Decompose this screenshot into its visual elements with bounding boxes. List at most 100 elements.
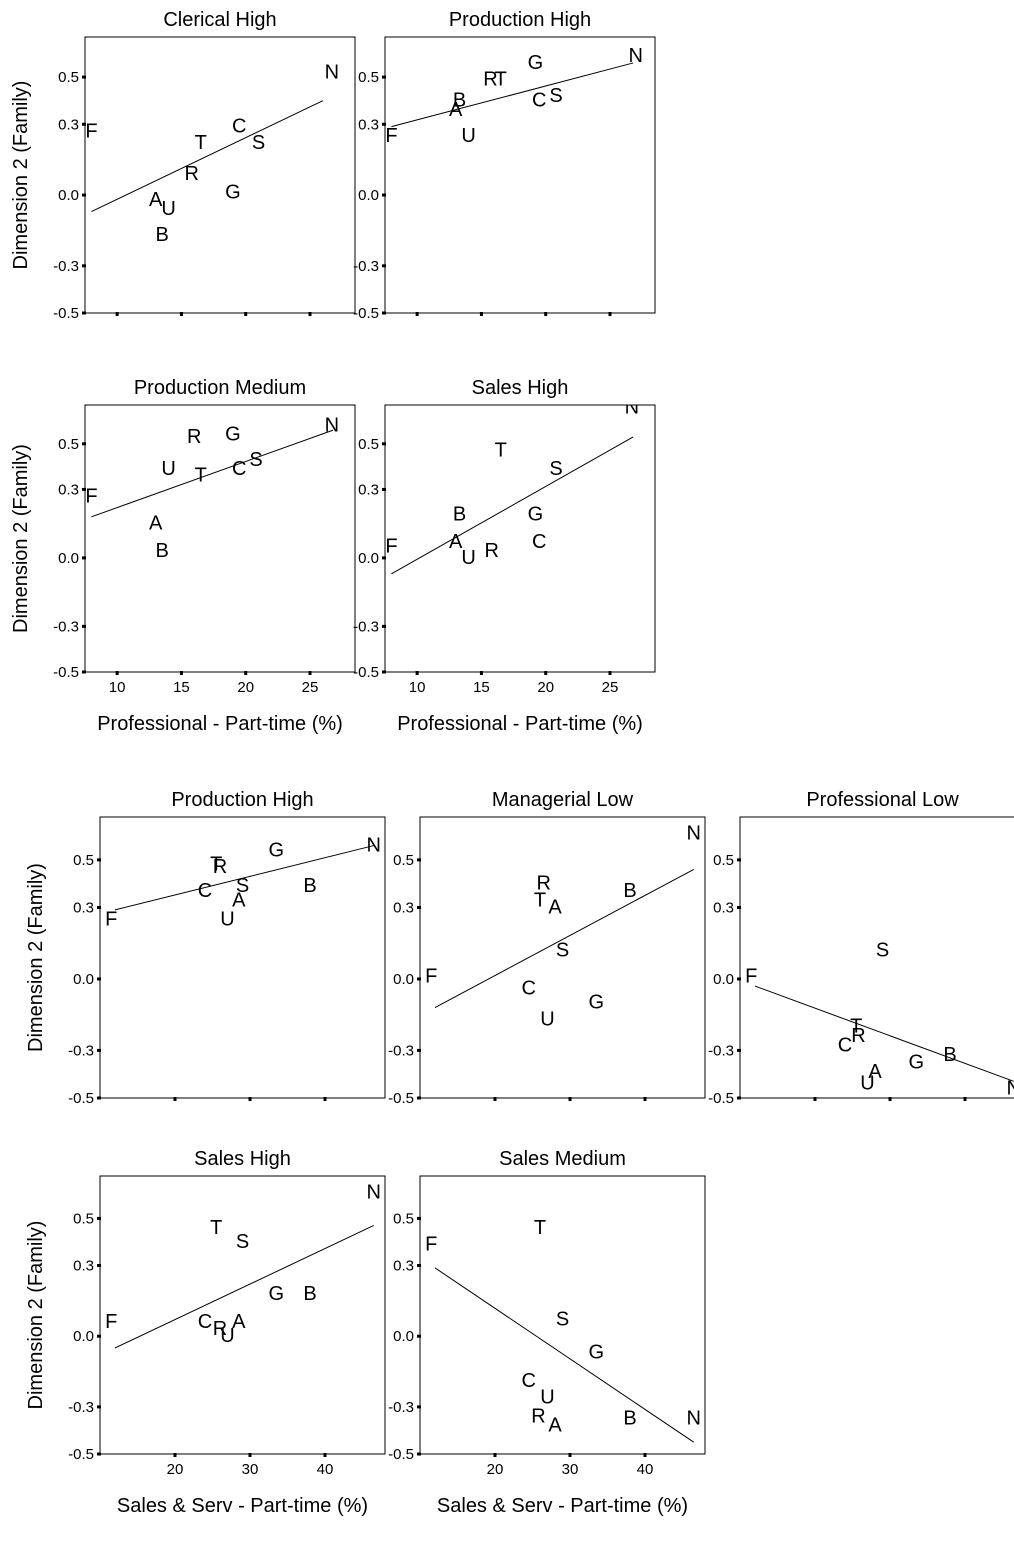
panel-title: Production Medium xyxy=(134,377,306,399)
y-tick-label: -0.5 xyxy=(353,305,379,322)
x-tick-label: 10 xyxy=(109,679,126,696)
x-tick-label: 30 xyxy=(242,1461,259,1478)
point-U: U xyxy=(161,458,175,480)
y-tick-label: -0.3 xyxy=(68,1042,94,1059)
point-N: N xyxy=(625,396,639,418)
x-tick-label: 20 xyxy=(237,679,254,696)
y-tick-label: 0.0 xyxy=(73,971,94,988)
point-C: C xyxy=(232,458,246,480)
point-B: B xyxy=(453,90,466,112)
y-tick-label: -0.3 xyxy=(53,258,79,275)
point-S: S xyxy=(252,132,265,154)
point-B: B xyxy=(453,504,466,526)
x-axis-label: Professional - Part-time (%) xyxy=(397,713,643,735)
point-T: T xyxy=(495,440,507,462)
point-T: T xyxy=(495,68,507,90)
point-R: R xyxy=(531,1405,545,1427)
point-S: S xyxy=(876,939,889,961)
point-S: S xyxy=(556,1309,569,1331)
point-R: R xyxy=(484,540,498,562)
point-U: U xyxy=(540,1008,554,1030)
point-T: T xyxy=(210,1217,222,1239)
point-B: B xyxy=(943,1044,956,1066)
point-B: B xyxy=(155,540,168,562)
fit-line xyxy=(391,62,634,128)
point-N: N xyxy=(687,823,701,845)
point-A: A xyxy=(449,99,463,121)
y-tick-label: 0.3 xyxy=(393,1258,414,1275)
point-S: S xyxy=(236,1231,249,1253)
y-tick-label: 0.0 xyxy=(393,971,414,988)
point-C: C xyxy=(532,90,546,112)
y-tick-label: 0.3 xyxy=(58,481,79,498)
point-G: G xyxy=(225,424,241,446)
x-tick-label: 25 xyxy=(602,679,619,696)
plot-area: N RT A B F SC G U xyxy=(425,823,701,1031)
point-G: G xyxy=(268,1283,284,1305)
y-tick-label: 0.5 xyxy=(358,69,379,86)
panel-8: Sales High 0.5 0.3 0.0 -0.3 -0.5 20 30 40 Sales &… xyxy=(25,1148,386,1517)
y-tick-label: -0.3 xyxy=(353,258,379,275)
panel-9: Sales Medium 0.5 0.3 0.0 -0.3 -0.5 20 30 40 Sales… xyxy=(388,1148,706,1517)
point-G: G xyxy=(588,1342,604,1364)
point-U: U xyxy=(461,125,475,147)
y-axis-label: Dimension 2 (Family) xyxy=(25,1221,47,1410)
point-F: F xyxy=(745,966,757,988)
y-tick-label: 0.5 xyxy=(58,436,79,453)
point-G: G xyxy=(268,839,284,861)
y-tick-label: -0.3 xyxy=(388,1399,414,1416)
point-T: T xyxy=(195,465,207,487)
y-tick-label: -0.3 xyxy=(708,1042,734,1059)
y-tick-label: 0.5 xyxy=(58,69,79,86)
point-C: C xyxy=(838,1035,852,1057)
y-tick-label: -0.3 xyxy=(353,618,379,635)
x-tick-label: 20 xyxy=(537,679,554,696)
point-S: S xyxy=(249,449,262,471)
point-T: T xyxy=(195,132,207,154)
y-tick-label: -0.3 xyxy=(68,1399,94,1416)
y-tick-label: -0.5 xyxy=(388,1090,414,1107)
y-tick-label: 0.0 xyxy=(358,550,379,567)
panel-5: Production High 0.5 0.3 0.0 -0.3 -0.5 Dimensio… xyxy=(25,789,386,1107)
point-T: T xyxy=(850,1016,862,1038)
point-G: G xyxy=(225,182,241,204)
point-B: B xyxy=(303,1283,316,1305)
point-R: R xyxy=(184,163,198,185)
x-tick-label: 10 xyxy=(409,679,426,696)
point-A: A xyxy=(868,1061,882,1083)
panel-title: Sales Medium xyxy=(499,1148,626,1170)
plot-area: F R G N U T C S AB xyxy=(85,415,339,563)
y-tick-label: -0.5 xyxy=(68,1446,94,1463)
plot-area: N T S B G F A C RU xyxy=(385,396,639,575)
panel-3: Production Medium 0.5 0.3 0.0 -0.3 -0.5 10 15 20… xyxy=(10,377,356,735)
point-U: U xyxy=(161,198,175,220)
y-tick-label: -0.3 xyxy=(388,1042,414,1059)
plot-frame xyxy=(419,816,706,1099)
point-S: S xyxy=(549,85,562,107)
point-F: F xyxy=(425,1233,437,1255)
fit-line xyxy=(434,868,694,1008)
y-tick-label: -0.5 xyxy=(53,664,79,681)
panel-title: Clerical High xyxy=(163,9,276,31)
panel-1: Clerical High 0.5 0.3 0.0 -0.3 -0.5 Dimension … xyxy=(10,9,356,322)
point-R: R xyxy=(483,68,497,90)
point-F: F xyxy=(85,485,97,507)
y-tick-label: 0.0 xyxy=(713,971,734,988)
plot-frame xyxy=(84,36,356,314)
x-tick-label: 30 xyxy=(562,1461,579,1478)
point-R: R xyxy=(213,1318,227,1340)
x-tick-label: 40 xyxy=(317,1461,334,1478)
plot-frame xyxy=(99,1175,386,1455)
point-N: N xyxy=(1007,1077,1014,1099)
panel-title: Production High xyxy=(449,9,591,31)
point-F: F xyxy=(105,908,117,930)
y-tick-label: 0.5 xyxy=(393,1210,414,1227)
y-tick-label: -0.5 xyxy=(388,1446,414,1463)
plot-frame xyxy=(384,36,656,314)
panel-title: Sales High xyxy=(472,377,569,399)
point-S: S xyxy=(236,875,249,897)
point-N: N xyxy=(325,61,339,83)
point-N: N xyxy=(687,1408,701,1430)
y-tick-label: 0.3 xyxy=(58,116,79,133)
